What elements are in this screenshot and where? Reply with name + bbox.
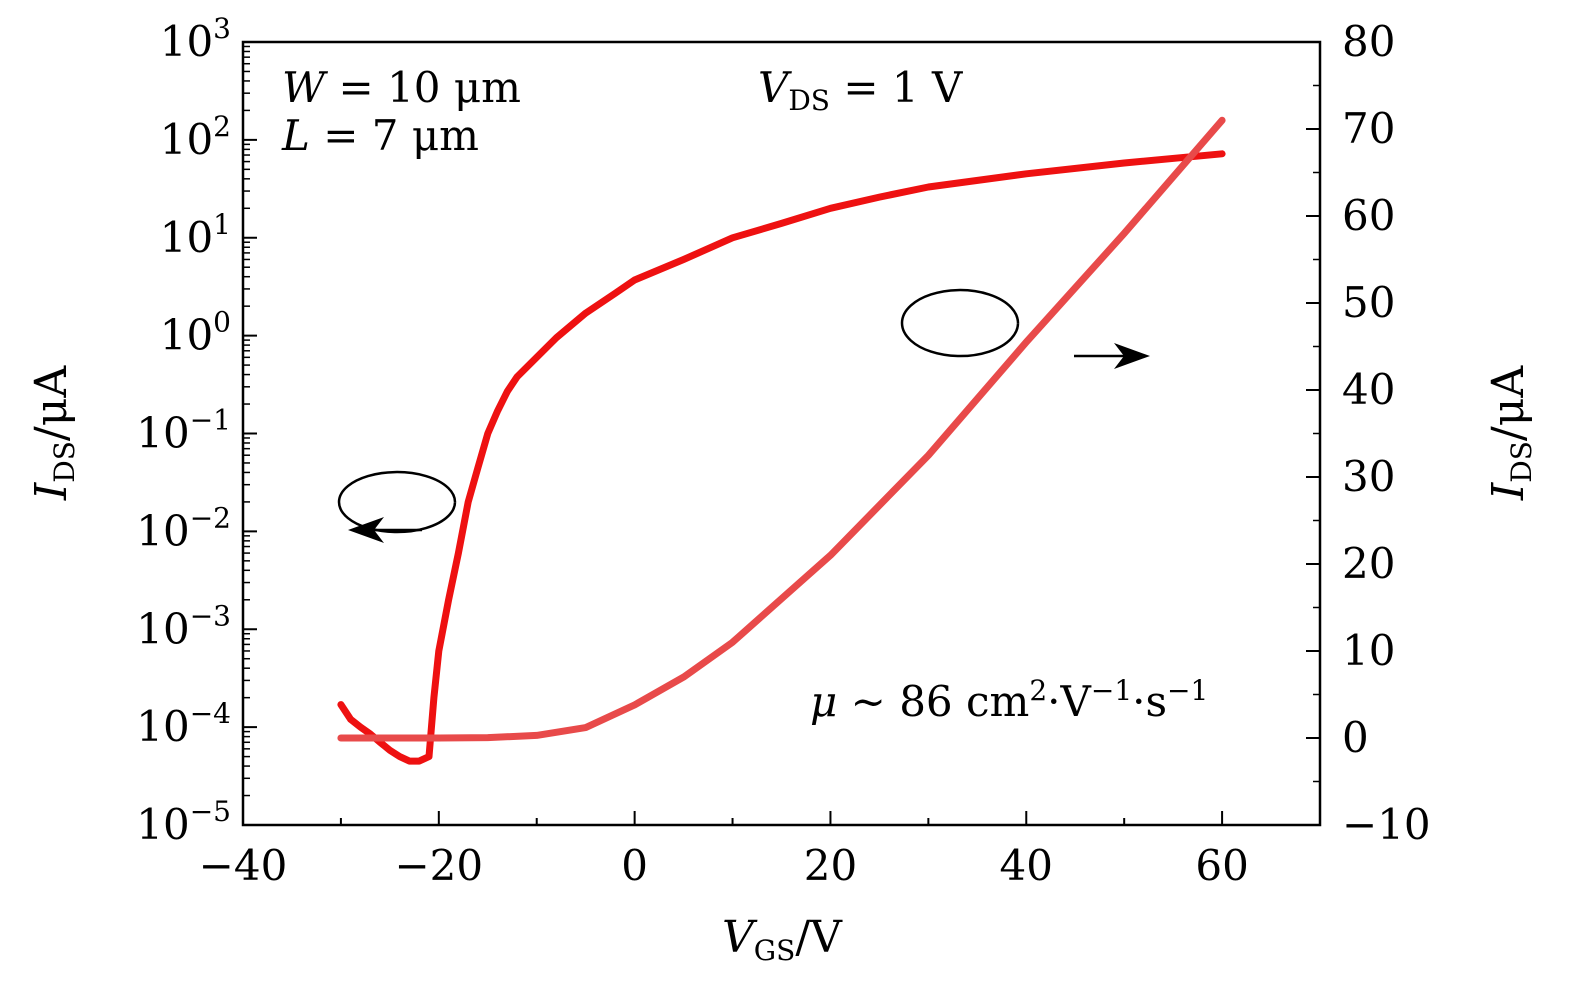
x-tick-label: 60 — [1195, 841, 1248, 890]
y-right-tick-label: 60 — [1342, 191, 1395, 240]
x-tick-label: −20 — [394, 841, 483, 890]
y-left-tick-label: 101 — [160, 208, 231, 262]
y-right-tick-label: 30 — [1342, 452, 1395, 501]
y-right-tick-label: 40 — [1342, 365, 1395, 414]
y-right-tick-label: 80 — [1342, 17, 1395, 66]
x-tick-label: 20 — [804, 841, 857, 890]
annotation-vds: VDS = 1 V — [758, 63, 963, 117]
annotation-width: W = 10 μm — [282, 63, 521, 112]
right-indicator-ellipse — [900, 288, 1020, 358]
y-left-axis-label: IDS/μA — [26, 365, 81, 501]
x-tick-label: −40 — [199, 841, 288, 890]
linear-series-line — [337, 116, 1226, 742]
y-right-axis-label: IDS/μA — [1483, 365, 1538, 501]
log-series-line — [337, 150, 1226, 765]
left-indicator-ellipse — [337, 470, 457, 534]
x-tick-labels: −40 −20 0 20 40 60 — [199, 841, 1249, 890]
plot-frame — [241, 40, 1322, 827]
y-right-tick-label: −10 — [1342, 800, 1431, 849]
x-axis-label: VGS/V — [722, 912, 843, 967]
right-axis-indicator — [900, 288, 1150, 369]
y-right-tick-label: 20 — [1342, 539, 1395, 588]
y-left-tick-labels: 10−5 10−4 10−3 10−2 10−1 100 101 102 103 — [136, 12, 231, 849]
y-left-tick-label: 100 — [160, 306, 231, 360]
y-left-tick-label: 103 — [160, 12, 231, 66]
y-right-tick-label: 70 — [1342, 104, 1395, 153]
y-right-tick-label: 50 — [1342, 278, 1395, 327]
y-left-tick-label: 10−2 — [136, 501, 231, 555]
annotation-mobility: μ ~ 86 cm2·V−1·s−1 — [810, 674, 1208, 726]
y-left-tick-label: 10−4 — [136, 697, 231, 751]
y-right-tick-label: 0 — [1342, 713, 1369, 762]
x-tick-label: 40 — [1000, 841, 1053, 890]
y-left-tick-label: 10−5 — [136, 795, 231, 849]
left-axis-indicator — [337, 470, 457, 543]
y-left-tick-label: 102 — [160, 110, 231, 164]
y-right-tick-label: 10 — [1342, 626, 1395, 675]
x-tick-label: 0 — [621, 841, 648, 890]
y-left-tick-label: 10−3 — [136, 599, 231, 653]
annotation-length: L = 7 μm — [281, 111, 479, 160]
left-arrow-icon — [348, 517, 384, 543]
y-left-tick-label: 10−1 — [136, 404, 231, 458]
right-arrow-icon — [1114, 343, 1150, 369]
y-right-tick-labels: −10 0 10 20 30 40 50 60 70 80 — [1342, 17, 1431, 849]
series-layer — [337, 116, 1226, 765]
